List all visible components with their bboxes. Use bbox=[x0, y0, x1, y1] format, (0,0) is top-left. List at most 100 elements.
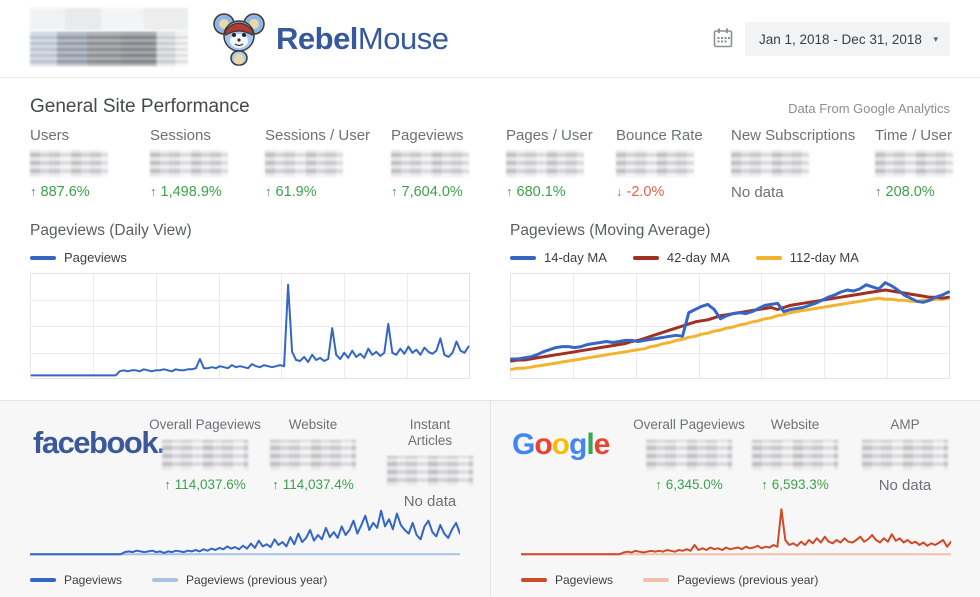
facebook-website: Website ↑ 114,037.4% bbox=[270, 417, 356, 492]
channel-sections: facebook. Overall Pageviews ↑ 114,037.6% … bbox=[0, 400, 980, 597]
metric-users: Users ↑ 887.6% bbox=[30, 128, 108, 200]
arrow-up-icon: ↑ bbox=[655, 477, 662, 492]
metric-delta: No data bbox=[731, 184, 784, 201]
metric-sessions-per-user: Sessions / User ↑ 61.9% bbox=[265, 128, 370, 200]
legend-item: 14-day MA bbox=[510, 250, 607, 265]
date-range-selector[interactable]: Jan 1, 2018 - Dec 31, 2018 ▾ bbox=[745, 22, 950, 56]
google-logo-letter: o bbox=[534, 428, 552, 461]
date-range-text: Jan 1, 2018 - Dec 31, 2018 bbox=[759, 31, 922, 47]
metric-delta: ↓ -2.0% bbox=[616, 184, 665, 200]
facebook-pageviews-chart[interactable] bbox=[30, 501, 460, 559]
legend-label: Pageviews bbox=[555, 573, 614, 587]
metric-delta: ↑ 61.9% bbox=[265, 184, 317, 200]
metric-label: Pages / User bbox=[506, 127, 593, 144]
legend-swatch bbox=[30, 255, 56, 260]
metric-bounce-rate: Bounce Rate ↓ -2.0% bbox=[616, 128, 703, 200]
redacted-block bbox=[30, 8, 188, 30]
legend-swatch bbox=[632, 255, 659, 260]
google-logo-letter: e bbox=[593, 428, 611, 461]
metric-new-subscriptions: New Subscriptions No data bbox=[731, 128, 855, 201]
legend-label: Pageviews bbox=[64, 573, 123, 587]
redacted-value bbox=[506, 150, 584, 177]
metric-delta: ↑ 7,604.0% bbox=[391, 184, 463, 200]
metric-pageviews: Pageviews ↑ 7,604.0% bbox=[391, 128, 469, 200]
google-pageviews-chart[interactable] bbox=[521, 501, 951, 559]
brand-rebel: Rebel bbox=[276, 21, 358, 56]
metric-delta: ↑ 114,037.6% bbox=[164, 477, 246, 492]
redacted-value bbox=[270, 440, 356, 470]
arrow-up-icon: ↑ bbox=[272, 477, 279, 492]
metrics-row: Users ↑ 887.6% Sessions ↑ 1,498.9% Session… bbox=[0, 128, 980, 204]
arrow-up-icon: ↑ bbox=[265, 184, 272, 199]
google-logo-letter: g bbox=[569, 428, 587, 461]
redacted-value bbox=[150, 150, 228, 177]
arrow-up-icon: ↑ bbox=[150, 184, 157, 199]
arrow-up-icon: ↑ bbox=[875, 184, 882, 199]
metric-label: AMP bbox=[890, 417, 920, 432]
metric-delta: ↑ 887.6% bbox=[30, 184, 90, 200]
google-website: Website ↑ 6,593.3% bbox=[752, 417, 838, 492]
facebook-overall-pageviews: Overall Pageviews ↑ 114,037.6% bbox=[149, 417, 261, 492]
top-header: RebelMouse Jan 1, 2018 - Dec 31, 2018 ▾ bbox=[0, 0, 980, 78]
arrow-up-icon: ↑ bbox=[164, 477, 171, 492]
arrow-up-icon: ↑ bbox=[30, 184, 37, 199]
moving-average-chart-block: Pageviews (Moving Average) 14-day MA 42-… bbox=[510, 222, 950, 384]
facebook-chart-legend: Pageviews Pageviews (previous year) bbox=[30, 573, 327, 587]
metric-label: New Subscriptions bbox=[731, 127, 856, 144]
metric-delta: ↑ 6,593.3% bbox=[761, 477, 829, 492]
chevron-down-icon: ▾ bbox=[933, 33, 938, 44]
legend-swatch bbox=[510, 255, 536, 260]
legend-label: 42-day MA bbox=[666, 250, 730, 265]
redacted-value bbox=[30, 150, 108, 177]
arrow-up-icon: ↑ bbox=[506, 184, 513, 199]
arrow-down-icon: ↓ bbox=[616, 184, 623, 199]
calendar-icon[interactable] bbox=[710, 26, 736, 52]
legend-item: 42-day MA bbox=[632, 250, 730, 265]
legend-label: Pageviews (previous year) bbox=[677, 573, 819, 587]
pageviews-daily-chart[interactable] bbox=[30, 273, 470, 379]
legend-item: Pageviews (previous year) bbox=[152, 573, 327, 587]
redacted-value bbox=[731, 150, 809, 177]
rebelmouse-wordmark: RebelMouse bbox=[276, 21, 449, 57]
metric-pages-per-user: Pages / User ↑ 680.1% bbox=[506, 128, 593, 200]
metric-label: Users bbox=[30, 127, 70, 144]
legend-swatch bbox=[643, 578, 670, 582]
chart-title: Pageviews (Daily View) bbox=[30, 222, 192, 239]
facebook-section: facebook. Overall Pageviews ↑ 114,037.6% … bbox=[0, 401, 490, 597]
metric-delta: ↑ 208.0% bbox=[875, 184, 935, 200]
google-chart-legend: Pageviews Pageviews (previous year) bbox=[521, 573, 818, 587]
metric-delta: ↑ 680.1% bbox=[506, 184, 566, 200]
date-range-area: Jan 1, 2018 - Dec 31, 2018 ▾ bbox=[710, 22, 950, 56]
facebook-instant-articles: Instant Articles No data bbox=[387, 417, 473, 510]
metric-delta: ↑ 6,345.0% bbox=[655, 477, 723, 492]
legend-swatch bbox=[30, 578, 56, 582]
legend-label: Pageviews bbox=[64, 250, 127, 265]
redacted-value bbox=[645, 440, 732, 470]
metric-label: Bounce Rate bbox=[616, 127, 703, 144]
metric-delta: No data bbox=[403, 493, 457, 510]
redacted-value bbox=[875, 150, 953, 177]
redacted-value bbox=[752, 440, 838, 470]
metric-delta: ↑ 114,037.4% bbox=[272, 477, 354, 492]
metric-label: Time / User bbox=[875, 127, 952, 144]
google-logo-letter: G bbox=[512, 428, 535, 461]
metric-label: Pageviews bbox=[391, 127, 464, 144]
legend-item: Pageviews bbox=[30, 250, 127, 265]
legend-swatch bbox=[755, 255, 782, 260]
metric-label: Sessions / User bbox=[265, 127, 371, 144]
page-title: General Site Performance bbox=[30, 96, 250, 117]
metric-time-per-user: Time / User ↑ 208.0% bbox=[875, 128, 953, 200]
legend-label: 112-day MA bbox=[789, 250, 859, 265]
chart-title: Pageviews (Moving Average) bbox=[510, 222, 711, 239]
redacted-value bbox=[616, 150, 694, 177]
arrow-up-icon: ↑ bbox=[391, 184, 398, 199]
arrow-up-icon: ↑ bbox=[761, 477, 768, 492]
legend-item: Pageviews (previous year) bbox=[643, 573, 818, 587]
metric-delta: No data bbox=[878, 477, 932, 494]
metric-label: Overall Pageviews bbox=[149, 417, 261, 432]
redacted-value bbox=[161, 440, 248, 470]
pageviews-moving-average-chart[interactable] bbox=[510, 273, 950, 379]
legend-label: 14-day MA bbox=[544, 250, 607, 265]
metric-label: Sessions bbox=[150, 127, 211, 144]
google-overall-pageviews: Overall Pageviews ↑ 6,345.0% bbox=[633, 417, 745, 492]
